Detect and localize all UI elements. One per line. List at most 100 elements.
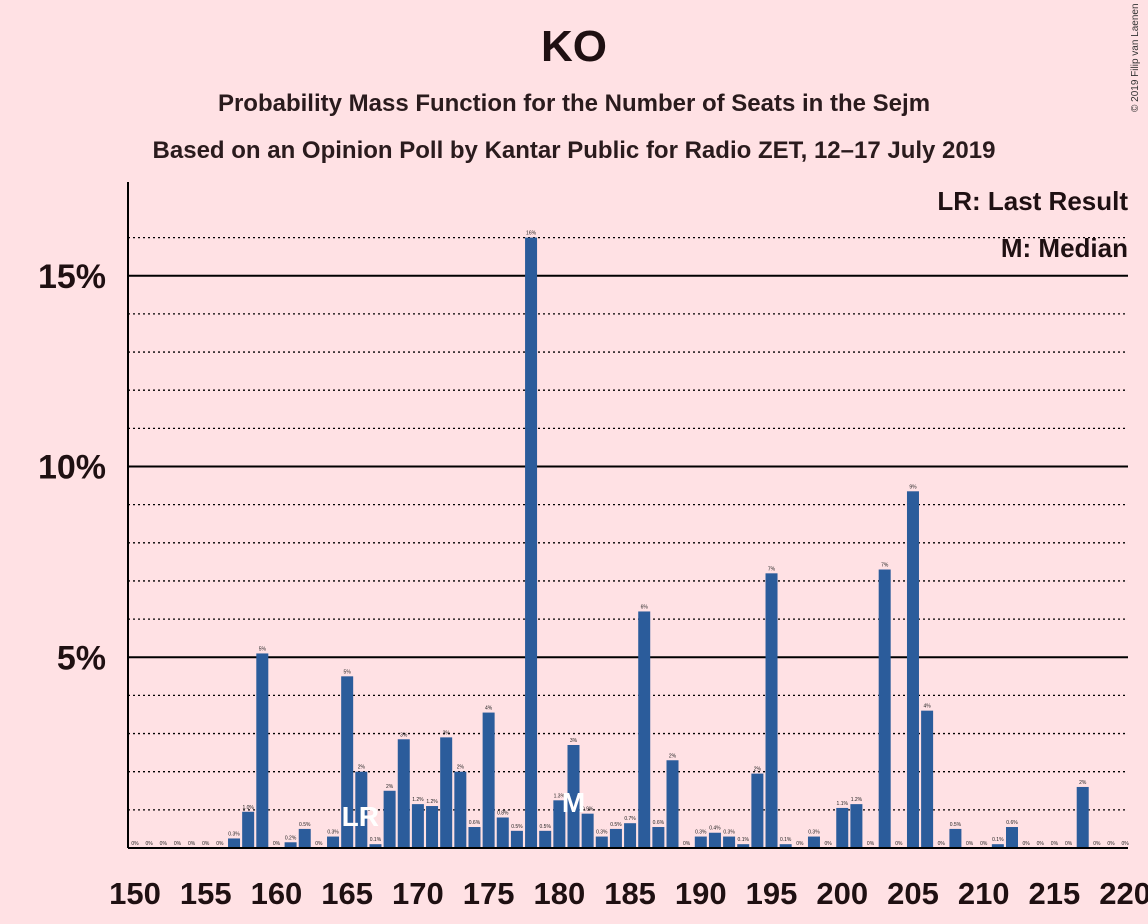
bar [765, 573, 778, 848]
bar [850, 804, 863, 848]
bar-value-label: 0.3% [723, 830, 735, 836]
bar-value-label: 1.0% [242, 805, 254, 811]
x-tick-label: 160 [251, 876, 303, 911]
bar-value-label: 0.5% [299, 822, 311, 828]
bar [949, 828, 962, 848]
bar [510, 830, 523, 848]
bar-value-label: 0% [146, 841, 154, 847]
bar-value-label: 2% [669, 753, 677, 759]
bar [426, 806, 439, 848]
bar [921, 710, 934, 848]
chart-title: KO [541, 22, 607, 71]
y-axis-tick-labels: 5% 10% 15% [38, 258, 106, 678]
bar-markers: LR M [342, 787, 586, 832]
y-tick-label: 15% [38, 258, 106, 296]
bar [666, 760, 679, 848]
bar-value-label: 6% [641, 604, 649, 610]
x-tick-label: 210 [958, 876, 1010, 911]
bar-value-label: 0% [1122, 841, 1130, 847]
bar-value-label: 0% [216, 841, 224, 847]
bar-value-label: 0.7% [624, 816, 636, 822]
bar [525, 237, 538, 849]
chart-subtitle: Probability Mass Function for the Number… [217, 90, 931, 117]
bar-value-label: 4% [924, 704, 932, 710]
bar [539, 830, 552, 848]
bar [1076, 786, 1089, 848]
bar-value-label: 2% [457, 765, 465, 771]
bar [723, 836, 736, 848]
bar-value-label: 0% [174, 841, 182, 847]
x-tick-label: 150 [109, 876, 161, 911]
bar [906, 491, 919, 848]
legend-last-result: LR: Last Result [937, 186, 1128, 216]
bar [341, 676, 354, 848]
bar [581, 813, 594, 848]
bar-value-label: 0.5% [540, 824, 552, 830]
bar [609, 828, 622, 848]
bar [440, 737, 453, 848]
bar-value-label: 3% [570, 738, 578, 744]
bar-value-label: 0.5% [511, 824, 523, 830]
bar-value-label: 0.3% [327, 830, 339, 836]
bar-value-label: 0% [1065, 841, 1073, 847]
x-tick-label: 200 [816, 876, 868, 911]
bar-value-label: 0% [824, 841, 832, 847]
bar [708, 832, 721, 848]
bar-value-label: 9% [909, 484, 917, 490]
x-tick-label: 215 [1029, 876, 1081, 911]
bar-value-label: 0% [160, 841, 168, 847]
bar [496, 817, 509, 848]
bar-value-label: 0% [1107, 841, 1115, 847]
bar [694, 836, 707, 848]
bar-value-label: 0.2% [285, 835, 297, 841]
bar-value-label: 0.9% [582, 807, 594, 813]
bar [397, 739, 410, 848]
bar-value-label: 0.3% [596, 830, 608, 836]
x-tick-label: 180 [533, 876, 585, 911]
bar [411, 804, 424, 848]
bar-value-label: 0.1% [738, 837, 750, 843]
x-tick-label: 155 [180, 876, 232, 911]
bar-value-label: 0% [188, 841, 196, 847]
bar-value-label: 0.1% [992, 837, 1004, 843]
bar-value-label: 0.5% [950, 822, 962, 828]
bar [624, 823, 637, 848]
bar [807, 836, 820, 848]
bar [991, 844, 1004, 848]
bar-value-label: 7% [881, 563, 889, 569]
bar-value-label: 1.1% [837, 801, 849, 807]
median-marker: M [562, 787, 585, 818]
x-tick-label: 170 [392, 876, 444, 911]
axes [127, 182, 1128, 849]
bar-value-label: 2% [386, 784, 394, 790]
bar [553, 800, 566, 848]
x-tick-label: 165 [321, 876, 373, 911]
bar-value-label: 0% [966, 841, 974, 847]
x-tick-label: 195 [746, 876, 798, 911]
bar-value-label: 0% [273, 841, 281, 847]
bar-value-label: 2% [358, 765, 366, 771]
bar-value-label: 0% [683, 841, 691, 847]
bar [567, 744, 580, 848]
bar [327, 836, 340, 848]
bar [751, 773, 764, 848]
bar-value-label: 0% [131, 841, 139, 847]
bar-value-label: 0% [867, 841, 875, 847]
chart-source-subtitle: Based on an Opinion Poll by Kantar Publi… [152, 137, 996, 164]
bar [298, 828, 311, 848]
bar-value-label: 0.3% [228, 831, 240, 837]
bar-value-label: 0% [1051, 841, 1059, 847]
bar-value-label: 0% [202, 841, 210, 847]
x-axis-tick-labels: 150 155 160 165 170 175 180 185 190 195 200 205 210 2… [109, 876, 1148, 911]
bar [779, 844, 792, 848]
bar [878, 569, 891, 848]
x-tick-label: 175 [463, 876, 515, 911]
bar-value-label: 0.6% [1006, 820, 1018, 826]
gridlines [128, 236, 1128, 811]
bar-value-label: 0% [1093, 841, 1101, 847]
bar-value-label: 4% [485, 706, 493, 712]
bar [454, 771, 467, 848]
bar-value-label: 1.2% [412, 797, 424, 803]
bar [638, 611, 651, 848]
